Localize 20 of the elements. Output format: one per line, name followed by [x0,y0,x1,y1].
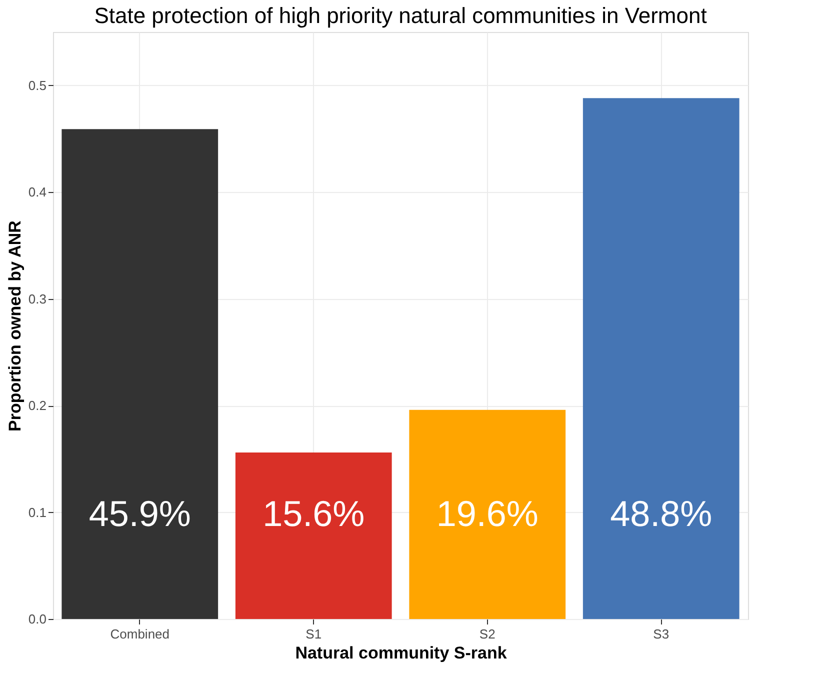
y-axis-title: Proportion owned by ANR [5,220,24,432]
x-tick-label: S2 [479,626,496,642]
data-label: 45.9% [88,493,191,534]
data-label: 48.8% [610,493,712,534]
y-tick-label: 0.4 [28,184,46,200]
bar [235,452,392,619]
y-tick-label: 0.3 [28,291,46,306]
chart-title: State protection of high priority natural communities in Vermont [94,3,707,28]
x-tick-label: Combined [110,626,170,642]
data-label: 15.6% [262,493,365,534]
bar [582,98,740,619]
y-tick-label: 0.5 [28,78,46,93]
x-tick-label: S1 [306,626,322,642]
y-tick-label: 0.1 [28,504,46,520]
y-tick-label: 0.2 [28,398,46,414]
y-tick-label: 0.0 [28,612,46,626]
bar [409,410,566,619]
data-label: 19.6% [436,493,538,534]
x-axis-title: Natural community S-rank [295,644,508,662]
x-tick-label: S3 [653,626,670,642]
